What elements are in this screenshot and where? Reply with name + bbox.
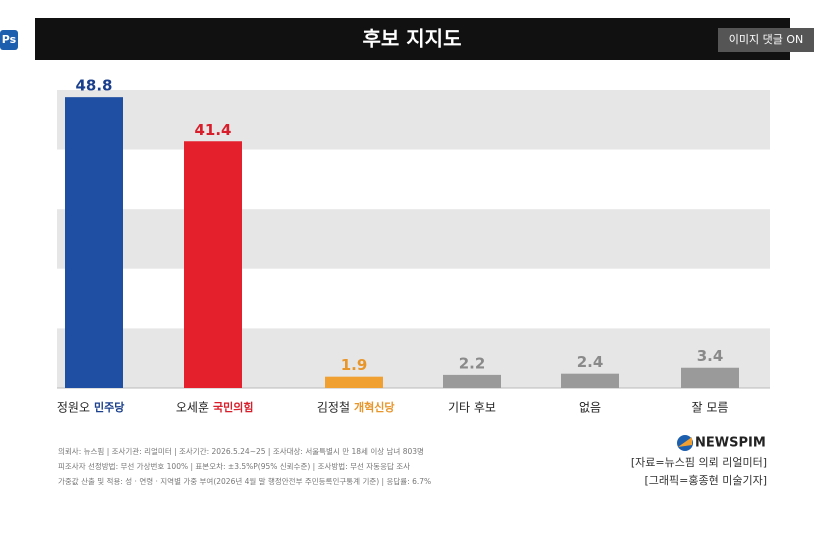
comment-button-label[interactable]: 이미지 댓글 ON (729, 33, 803, 46)
party-label: 국민의힘 (213, 400, 253, 414)
party-label: 개혁신당 (354, 400, 394, 414)
credit: [그래픽=홍종현 미술기자] (645, 473, 768, 487)
value-label: 3.4 (697, 347, 724, 365)
background-band (57, 328, 770, 388)
bar (184, 141, 242, 388)
note: 의뢰사: 뉴스핌 | 조사기관: 리얼미터 | 조사기간: 2026.5.24~… (58, 446, 424, 456)
category-label: 기타 후보 (448, 401, 496, 415)
category-label: 잘 모름 (692, 401, 729, 415)
background-band (57, 268, 770, 329)
bar (65, 97, 123, 388)
note: 피조사자 선정방법: 무선 가상번호 100% | 표본오차: ±3.5%P(9… (58, 461, 410, 471)
chart-title: 후보 지지도 (363, 27, 462, 51)
app-icon (0, 30, 18, 50)
comment-button[interactable] (718, 28, 814, 52)
value-label: 2.4 (577, 353, 604, 371)
app-icon-label: Ps (2, 33, 17, 46)
bar (443, 374, 501, 388)
bar (325, 376, 383, 388)
note: 가중값 산출 및 적용: 성 · 연령 · 지역별 가중 부여(2026년 4월… (58, 476, 431, 486)
brand: NEWSPIM (695, 436, 766, 451)
bar (681, 367, 739, 388)
category-label: 없음 (579, 401, 601, 415)
category-label: 김정철 (317, 401, 350, 415)
party-label: 민주당 (94, 400, 124, 414)
title-bar (35, 18, 790, 60)
background-band (57, 90, 770, 150)
credit: [자료=뉴스핌 의뢰 리얼미터] (631, 455, 767, 469)
category-label: 정원오 (57, 401, 90, 415)
value-label: 2.2 (459, 354, 486, 372)
background-band (57, 209, 770, 269)
category-label: 오세훈 (176, 401, 209, 415)
brand-logo-accent (678, 437, 692, 447)
value-label: 41.4 (194, 121, 231, 139)
value-label: 48.8 (75, 77, 112, 95)
background-band (57, 149, 770, 210)
bar (561, 373, 619, 388)
value-label: 1.9 (341, 356, 368, 374)
